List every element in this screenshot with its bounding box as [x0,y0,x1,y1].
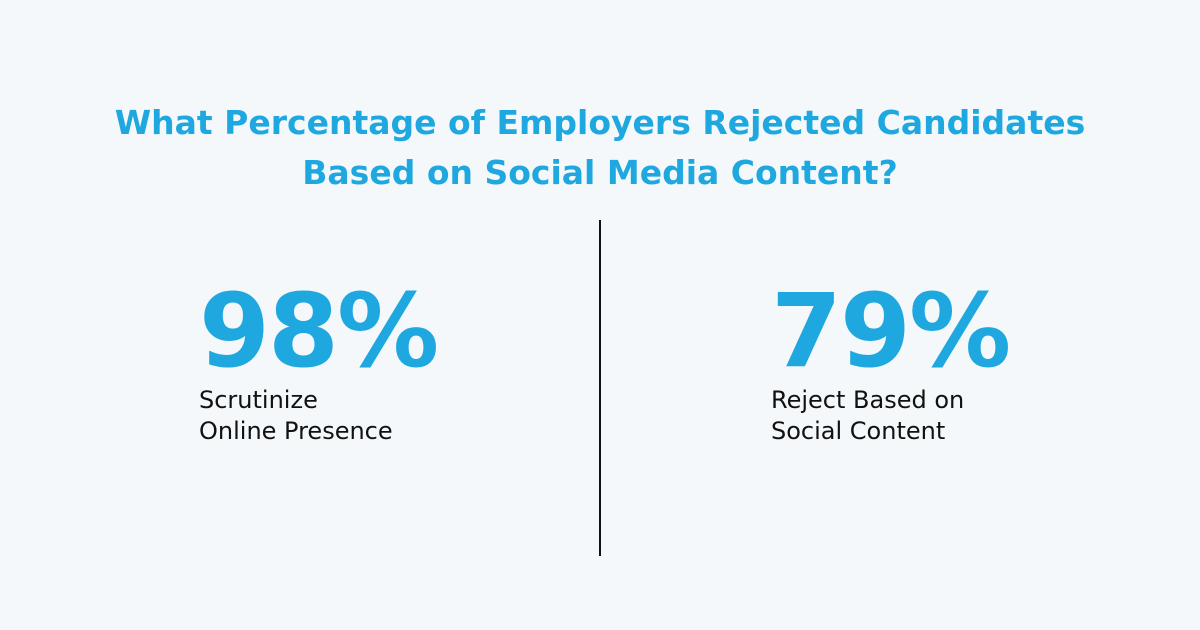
stat-block-scrutinize: 98% Scrutinize Online Presence [199,272,439,447]
page-title: What Percentage of Employers Rejected Ca… [0,98,1200,198]
stat-label-line-2: Online Presence [199,417,393,445]
stat-value-98: 98% [199,272,439,391]
stat-label-line-1: Scrutinize [199,386,318,414]
stat-label-line-2: Social Content [771,417,946,445]
stat-label-line-1: Reject Based on [771,386,965,414]
stat-value-79: 79% [771,272,1011,391]
title-line-1: What Percentage of Employers Rejected Ca… [114,103,1086,143]
stat-label-scrutinize: Scrutinize Online Presence [199,385,437,447]
title-line-2: Based on Social Media Content? [302,153,898,193]
vertical-divider [599,220,601,556]
stat-label-reject: Reject Based on Social Content [771,385,1009,447]
stat-block-reject: 79% Reject Based on Social Content [771,272,1011,447]
